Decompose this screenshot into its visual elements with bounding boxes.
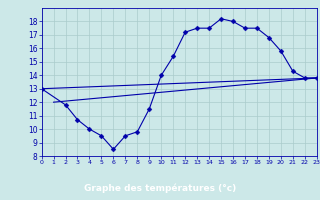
- Text: Graphe des températures (°c): Graphe des températures (°c): [84, 184, 236, 193]
